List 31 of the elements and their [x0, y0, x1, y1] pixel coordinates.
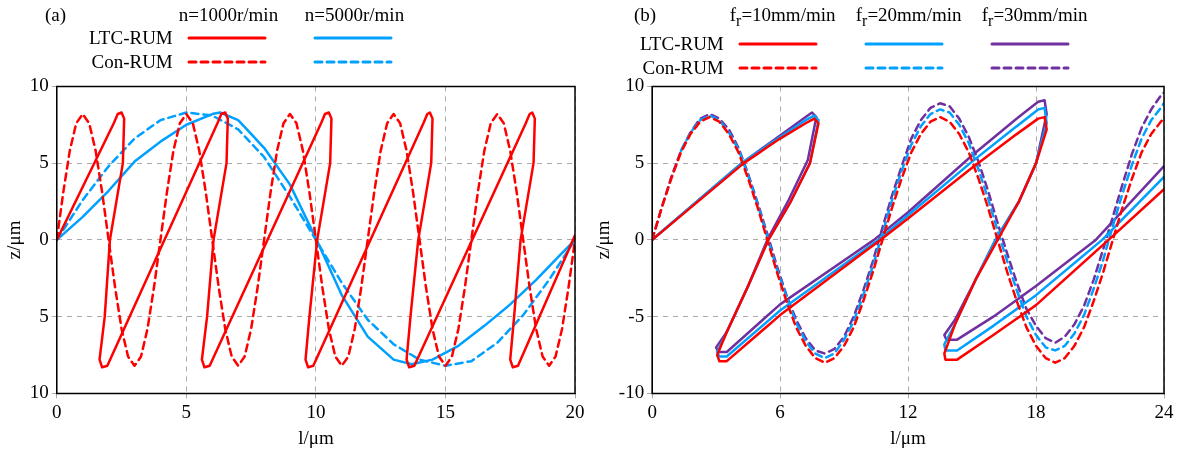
y-tick-label: 10: [29, 381, 49, 403]
y-tick-label: 5: [634, 151, 645, 173]
text: n=1000r/min: [178, 4, 280, 26]
x-tick-label: 5: [181, 400, 192, 422]
chart-title: (b): [634, 4, 657, 26]
legend-label: LTC-RUM: [639, 31, 725, 56]
text: f$_{r}$=20mm/min: [855, 4, 963, 31]
x-tick-label: 18: [1026, 400, 1046, 422]
text: n=5000r/min: [304, 4, 406, 26]
y-axis-title: z/μm: [3, 220, 25, 260]
y-tick-label: -5: [628, 304, 645, 326]
text: f$_{r}$=10mm/min: [729, 4, 837, 31]
chart-title: (a): [45, 4, 67, 26]
x-tick-label: 15: [435, 400, 455, 422]
y-tick-label: 0: [634, 227, 645, 249]
legend-label: Con-RUM: [90, 50, 174, 74]
y-tick-label: 10: [29, 74, 49, 96]
y-axis-title: z/μm: [592, 220, 614, 260]
x-tick-label: 12: [898, 400, 918, 422]
y-tick-label: 0: [39, 227, 49, 249]
y-tick-label: -10: [618, 381, 645, 403]
y-tick-label: 5: [39, 304, 49, 326]
legend-label: LTC-RUM: [88, 26, 174, 50]
x-axis-title: l/μm: [298, 426, 334, 448]
x-tick-label: 10: [306, 400, 326, 422]
x-axis-title: l/μm: [890, 426, 927, 448]
x-tick-label: 6: [775, 400, 785, 422]
y-tick-label: 5: [39, 151, 49, 173]
x-tick-label: 24: [1154, 400, 1174, 422]
x-tick-label: 20: [565, 400, 585, 422]
text: f$_{r}$=30mm/min: [981, 4, 1089, 31]
